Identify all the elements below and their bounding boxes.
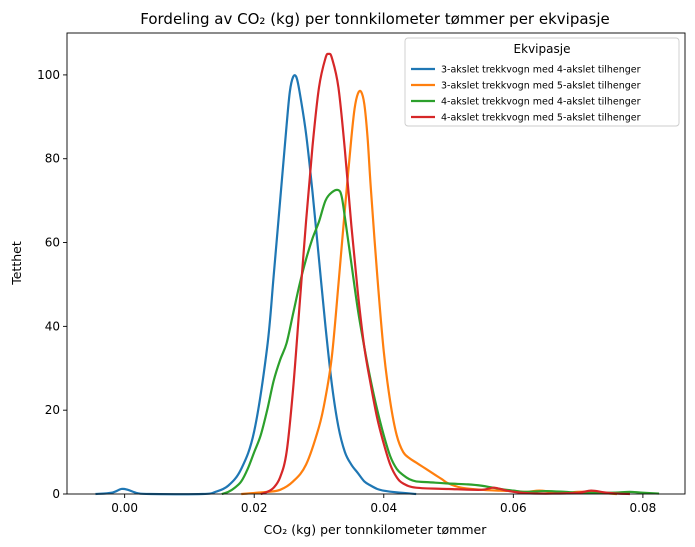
legend-label: 3-akslet trekkvogn med 5-akslet tilhenge… — [441, 81, 641, 92]
plot-frame — [66, 32, 686, 495]
x-tick-label: 0.02 — [241, 501, 268, 515]
y-tick-label: 100 — [37, 68, 60, 82]
series-line-4-akslet-trekkvogn-med-5-akslet-tilhenger — [260, 52, 630, 496]
x-tick-label: 0.08 — [630, 501, 657, 515]
x-tick-label: 0.00 — [111, 501, 138, 515]
legend-label: 3-akslet trekkvogn med 4-akslet tilhenge… — [441, 65, 641, 76]
legend-title: Ekvipasje — [514, 42, 571, 56]
legend-label: 4-akslet trekkvogn med 4-akslet tilhenge… — [441, 97, 641, 108]
x-axis-label: CO₂ (kg) per tonnkilometer tømmer — [264, 522, 488, 537]
legend: Ekvipasje 3-akslet trekkvogn med 4-aksle… — [404, 37, 680, 127]
y-axis-label: Tetthet — [9, 241, 24, 286]
x-tick-label: 0.06 — [500, 501, 527, 515]
y-axis-ticks: 0 20 40 60 80 100 — [37, 68, 67, 501]
legend-label: 4-akslet trekkvogn med 5-akslet tilhenge… — [441, 113, 641, 124]
y-tick-label: 0 — [52, 487, 60, 501]
chart-title: Fordeling av CO₂ (kg) per tonnkilometer … — [140, 10, 610, 28]
y-tick-label: 20 — [45, 403, 60, 417]
legend-items: 3-akslet trekkvogn med 4-akslet tilhenge… — [411, 65, 641, 124]
legend-box — [404, 37, 680, 127]
y-tick-label: 60 — [45, 236, 60, 250]
y-tick-label: 80 — [45, 152, 60, 166]
x-axis-ticks: 0.00 0.02 0.04 0.06 0.08 — [111, 494, 656, 515]
y-tick-label: 40 — [45, 319, 60, 333]
x-tick-label: 0.04 — [370, 501, 397, 515]
